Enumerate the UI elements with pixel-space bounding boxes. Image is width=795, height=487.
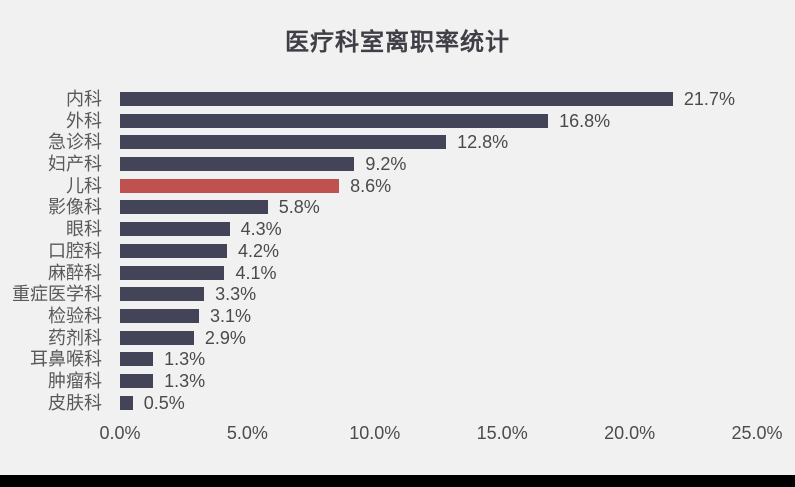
x-axis-tick-label: 25.0% <box>731 423 783 443</box>
category-label: 妇产科 <box>48 154 102 175</box>
value-label: 4.3% <box>240 219 282 240</box>
bar <box>120 330 194 345</box>
bar-row: 口腔科 4.2% <box>0 240 795 262</box>
category-label: 影像科 <box>48 197 102 218</box>
bar <box>120 91 673 106</box>
bar <box>120 265 225 280</box>
x-axis-tick-label: 5.0% <box>226 423 268 443</box>
value-label: 16.8% <box>559 110 611 131</box>
bar-row: 皮肤科 0.5% <box>0 392 795 414</box>
category-label: 耳鼻喉科 <box>30 349 102 370</box>
value-label: 12.8% <box>457 132 509 153</box>
bar-row: 眼科 4.3% <box>0 218 795 240</box>
bottom-border <box>0 475 795 487</box>
bar <box>120 287 205 302</box>
category-label: 内科 <box>66 88 102 109</box>
value-label: 1.3% <box>164 371 206 392</box>
bar <box>120 374 154 389</box>
bar <box>120 200 268 215</box>
value-label: 21.7% <box>683 88 735 109</box>
value-label: 0.5% <box>143 392 185 413</box>
value-label: 8.6% <box>350 175 392 196</box>
value-label: 2.9% <box>204 327 246 348</box>
category-label: 儿科 <box>66 175 102 196</box>
category-label: 肿瘤科 <box>48 371 102 392</box>
value-label: 1.3% <box>164 349 206 370</box>
category-label: 口腔科 <box>48 240 102 261</box>
category-label: 外科 <box>66 110 102 131</box>
value-label: 4.2% <box>238 240 280 261</box>
bar-row: 影像科 5.8% <box>0 197 795 219</box>
value-label: 9.2% <box>365 154 407 175</box>
bar-row: 耳鼻喉科 1.3% <box>0 349 795 371</box>
bar-row: 儿科 8.6% <box>0 175 795 197</box>
bar-highlighted <box>120 178 340 193</box>
bar <box>120 135 447 150</box>
bar <box>120 113 549 128</box>
chart-title: 医疗科室离职率统计 <box>285 29 510 56</box>
x-axis: 0.0% 5.0% 10.0% 15.0% 20.0% 25.0% <box>0 424 795 446</box>
x-axis-tick-label: 10.0% <box>349 423 401 443</box>
bar-row: 妇产科 9.2% <box>0 153 795 175</box>
x-axis-tick-label: 0.0% <box>99 423 141 443</box>
bar-row: 急诊科 12.8% <box>0 131 795 153</box>
bar-row: 重症医学科 3.3% <box>0 283 795 305</box>
bar <box>120 352 154 367</box>
bar-rows: 内科 21.7% 外科 16.8% 急诊科 12.8% 妇产科 9.2% 儿科 8.6% 影像科 5.… <box>0 88 795 414</box>
category-label: 重症医学科 <box>12 284 102 305</box>
bar-row: 药剂科 2.9% <box>0 327 795 349</box>
category-label: 检验科 <box>48 306 102 327</box>
bar-row: 内科 21.7% <box>0 88 795 110</box>
category-label: 麻醉科 <box>48 262 102 283</box>
x-axis-tick-label: 15.0% <box>476 423 528 443</box>
bar <box>120 222 230 237</box>
bar-row: 肿瘤科 1.3% <box>0 370 795 392</box>
bar <box>120 157 355 172</box>
bar <box>120 243 228 258</box>
value-label: 3.3% <box>215 284 257 305</box>
bar-row: 外科 16.8% <box>0 110 795 132</box>
category-label: 眼科 <box>66 219 102 240</box>
bar-row: 检验科 3.1% <box>0 305 795 327</box>
bar <box>120 395 133 410</box>
bar <box>120 309 199 324</box>
category-label: 药剂科 <box>48 327 102 348</box>
value-label: 5.8% <box>278 197 320 218</box>
value-label: 4.1% <box>235 262 277 283</box>
category-label: 急诊科 <box>48 132 102 153</box>
x-axis-tick-label: 20.0% <box>604 423 656 443</box>
category-label: 皮肤科 <box>48 392 102 413</box>
bar-row: 麻醉科 4.1% <box>0 262 795 284</box>
value-label: 3.1% <box>209 306 252 327</box>
